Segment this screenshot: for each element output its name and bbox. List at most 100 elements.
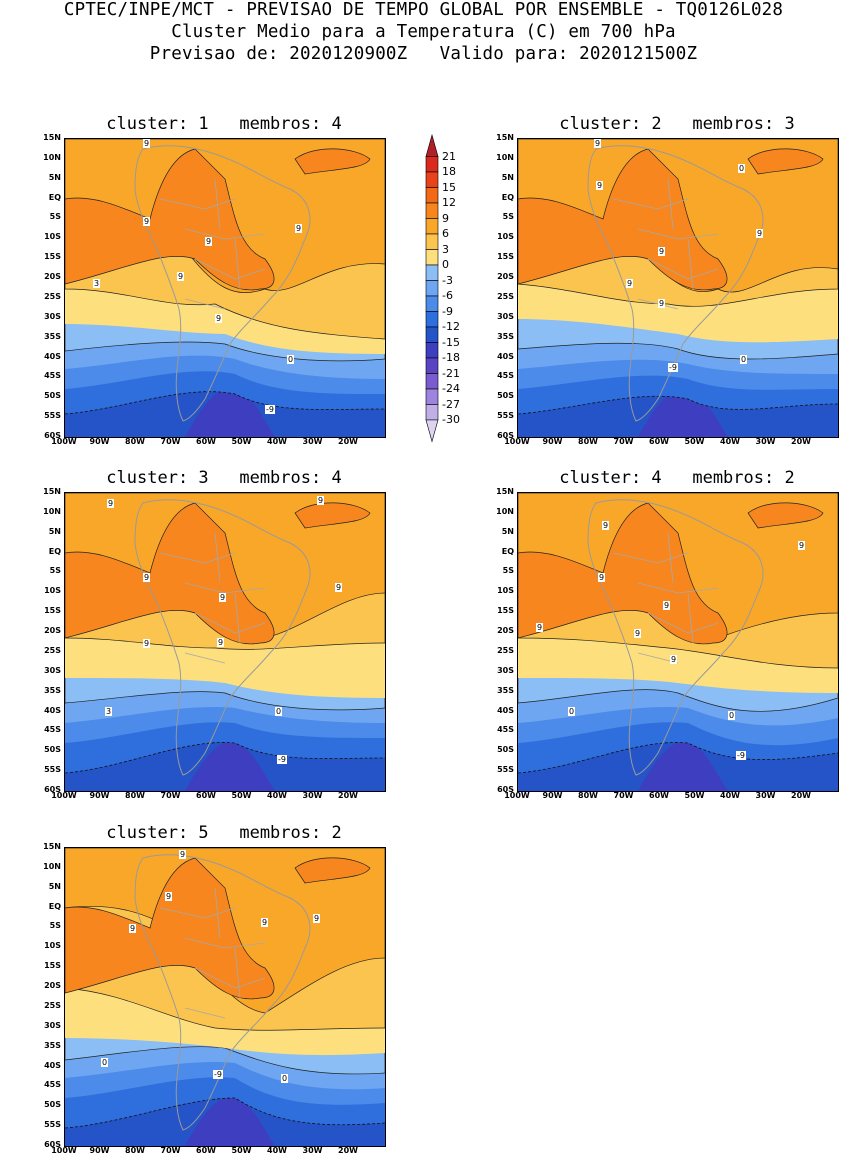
lat-tick-label: 15N [43, 487, 61, 496]
band-minus-15 [185, 741, 275, 791]
map-fill [518, 493, 838, 791]
coastline [134, 145, 311, 422]
lon-tick-label: 60W [196, 1146, 216, 1155]
colorbar-swatch [425, 404, 439, 421]
contour-label: -9 [277, 755, 287, 764]
lon-tick-label: 80W [125, 791, 145, 800]
colorbar-label: -21 [442, 366, 460, 380]
lat-tick-label: 60S [44, 1140, 61, 1149]
lat-tick-label: 20S [497, 272, 514, 282]
band-12 [65, 502, 275, 645]
colorbar-label: 12 [442, 196, 456, 209]
contour-label: 9 [295, 224, 303, 233]
country-borders [159, 178, 266, 310]
lat-tick-label: 45S [497, 725, 514, 735]
colorbar-label: -3 [442, 273, 453, 287]
colorbar-swatch [425, 187, 439, 204]
lon-tick-label: 60W [649, 437, 669, 446]
panel-title: cluster: 2 membros: 3 [559, 114, 795, 134]
contour-label: 9 [536, 623, 544, 632]
lat-tick-label: 5N [48, 526, 61, 536]
lat-tick-label: 5S [49, 566, 61, 576]
contour-label: 3 [93, 279, 101, 288]
coastline [134, 854, 311, 1131]
lon-tick-label: 100W [51, 791, 77, 800]
contour-minus-9 [65, 391, 385, 415]
lat-tick-label: 55S [44, 1120, 61, 1130]
colorbar-label: 9 [442, 211, 449, 225]
contour-label: 9 [215, 314, 223, 323]
colorbar-swatch [425, 388, 439, 405]
lon-tick-label: 90W [89, 1146, 110, 1155]
lat-tick-label: 15S [497, 252, 514, 262]
lon-tick-label: 50W [231, 791, 252, 800]
band-minus-15 [638, 741, 728, 791]
contour-label: 9 [335, 583, 343, 592]
contour-label: 9 [143, 639, 151, 648]
contour-label: 0 [287, 355, 295, 364]
colorbar-swatch [425, 218, 439, 235]
map-fill [65, 139, 385, 437]
lon-tick-label: 40W [267, 791, 287, 800]
lon-tick-label: 50W [684, 437, 705, 446]
contour-label: -9 [265, 405, 275, 414]
colorbar-swatch [425, 295, 439, 312]
contour-label: -9 [668, 363, 678, 372]
colorbar-label: -24 [442, 382, 460, 395]
contour-label: 0 [740, 355, 748, 364]
lon-tick-label: 80W [578, 437, 598, 446]
contour-label: 9 [317, 496, 325, 505]
panel-title: cluster: 5 membros: 2 [106, 823, 342, 843]
colorbar-label: -27 [442, 397, 460, 411]
lat-tick-label: 60S [497, 431, 514, 440]
colorbar-label: 0 [442, 258, 449, 271]
contour-minus-9 [65, 1097, 385, 1129]
contour-label: 9 [756, 229, 764, 238]
colorbar-swatch [425, 264, 439, 281]
contour-label: 0 [738, 164, 746, 173]
temperature-map: 9 9 9 9 9 9 9 0 0 -9 [517, 492, 839, 792]
colorbar-swatch [425, 419, 439, 443]
lon-tick-label: 80W [578, 791, 598, 800]
colorbar-label: 15 [442, 180, 456, 194]
lat-tick-label: EQ [48, 901, 61, 911]
map-fill [518, 139, 838, 437]
contour-label: 0 [275, 707, 283, 716]
colorbar-swatch [425, 156, 439, 173]
colorbar-swatch [425, 280, 439, 297]
lon-tick-label: 40W [720, 437, 740, 446]
lon-tick-label: 60W [196, 437, 216, 446]
contour-label: 9 [658, 247, 666, 256]
lat-tick-label: 50S [497, 391, 514, 401]
contour-minus-9 [518, 742, 838, 774]
lat-tick-label: 55S [497, 411, 514, 421]
lat-tick-label: 45S [497, 371, 514, 381]
lat-tick-label: 60S [44, 431, 61, 440]
lon-tick-label: 20W [791, 791, 811, 800]
lat-tick-label: 35S [44, 1040, 61, 1050]
contour-label: 9 [658, 299, 666, 308]
colorbar-label: -6 [442, 289, 453, 302]
colorbar-swatch [425, 311, 439, 328]
colorbar-swatch [425, 373, 439, 390]
lon-tick-label: 30W [302, 791, 323, 800]
band-minus-15 [185, 1096, 275, 1146]
lat-tick-label: 30S [44, 1020, 61, 1030]
lat-tick-label: 15N [496, 487, 514, 496]
contour-label: 0 [728, 711, 736, 720]
lat-tick-label: 60S [497, 785, 514, 794]
contour-label: 9 [594, 139, 602, 148]
lat-tick-label: 5S [502, 566, 514, 576]
colorbar-swatch [425, 233, 439, 250]
lon-tick-label: 100W [51, 1146, 77, 1155]
lon-tick-label: 20W [338, 1146, 358, 1155]
band-12-north [747, 148, 824, 175]
map-fill [65, 848, 385, 1146]
contour-label: 9 [143, 573, 151, 582]
colorbar-label: -15 [442, 335, 460, 349]
lon-tick-label: 70W [160, 1146, 181, 1155]
lat-tick-label: 5S [49, 212, 61, 222]
coastline [587, 145, 764, 422]
contour-minus-9 [518, 395, 838, 415]
lon-tick-label: 80W [125, 437, 145, 446]
